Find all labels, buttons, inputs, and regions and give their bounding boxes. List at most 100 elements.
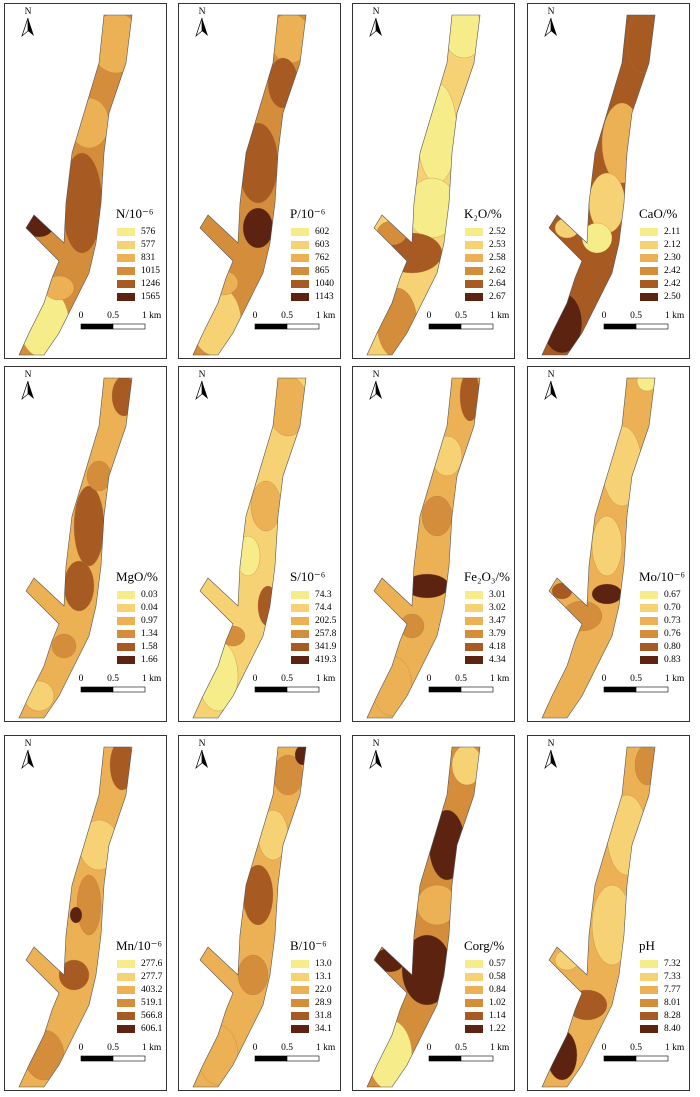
legend-swatch xyxy=(640,999,658,1007)
legend-title: MgO/% xyxy=(116,569,158,584)
contour-patch xyxy=(51,633,77,659)
map-panel: N CaO/% 2.11 2.12 2.30 2.42 2.42 2.50 0 0.5 1 km xyxy=(527,3,690,359)
map-panel: N Fe₂O₃/% 3.01 3.02 3.47 3.79 4.18 4.34 0 0.5 1 km xyxy=(352,366,515,722)
scale-bar xyxy=(460,1055,494,1062)
legend-swatch xyxy=(291,591,309,599)
scale-label: 1 km xyxy=(665,674,685,684)
scale-label: 1 km xyxy=(490,674,510,684)
legend-swatch xyxy=(465,999,483,1007)
contour-patch xyxy=(591,515,623,577)
legend-label: 22.0 xyxy=(315,985,332,995)
legend-label: 1.02 xyxy=(489,998,506,1008)
legend-label: 8.28 xyxy=(664,1011,681,1021)
legend-label: 519.1 xyxy=(141,998,163,1008)
scale-label: 1 km xyxy=(490,1043,510,1053)
legend-label: 2.52 xyxy=(489,227,506,237)
scale-bar xyxy=(428,323,462,330)
legend-title: Mo/10⁻⁶ xyxy=(639,569,685,584)
legend-label: 576 xyxy=(141,227,156,237)
scale-bar xyxy=(254,686,288,693)
scale-label: 0 xyxy=(602,1043,607,1053)
river-map xyxy=(19,378,132,718)
legend-swatch xyxy=(117,241,135,249)
north-arrow xyxy=(369,17,377,38)
legend-label: 865 xyxy=(315,266,330,276)
legend-swatch xyxy=(291,1012,309,1020)
scale-label: 0.5 xyxy=(455,1043,467,1053)
legend-label: 0.04 xyxy=(141,603,158,613)
legend-label: 602 xyxy=(315,227,330,237)
river-outline xyxy=(541,377,656,719)
legend-title: CaO/% xyxy=(639,206,677,221)
north-label: N xyxy=(25,739,32,749)
legend-swatch xyxy=(465,960,483,968)
scale-label: 0.5 xyxy=(281,1043,293,1053)
north-arrow xyxy=(195,17,203,38)
legend-label: 0.84 xyxy=(489,985,506,995)
river-outline xyxy=(541,14,656,356)
legend-label: 3.79 xyxy=(489,629,506,639)
scale-bar xyxy=(112,1055,146,1062)
scale-bar xyxy=(603,1055,637,1062)
legend-label: 2.67 xyxy=(489,292,506,302)
legend-label: 0.67 xyxy=(664,590,681,600)
legend-label: 2.30 xyxy=(664,253,681,263)
legend-label: 762 xyxy=(315,253,330,263)
legend-swatch xyxy=(117,973,135,981)
legend-label: 13.1 xyxy=(315,972,332,982)
river-map xyxy=(542,747,655,1087)
contour-patch xyxy=(63,560,95,612)
legend-swatch xyxy=(640,254,658,262)
legend-label: 1143 xyxy=(315,292,334,302)
scale-bar xyxy=(286,686,320,693)
legend-swatch xyxy=(640,591,658,599)
north-arrow xyxy=(202,381,208,399)
north-arrow xyxy=(369,380,377,401)
north-arrow xyxy=(551,750,557,768)
legend-label: 2.53 xyxy=(489,240,506,250)
scale-label: 1 km xyxy=(316,311,336,321)
legend-swatch xyxy=(640,228,658,236)
north-label: N xyxy=(373,7,380,17)
contour-patch xyxy=(69,906,83,924)
scale-label: 0 xyxy=(79,674,84,684)
legend-title: P/10⁻⁶ xyxy=(290,206,325,221)
map-panel: N B/10⁻⁶ 13.0 13.1 22.0 28.9 31.8 34.1 0 0.5 1 km xyxy=(178,735,341,1091)
north-label: N xyxy=(25,370,32,380)
legend-title: Fe₂O₃/% xyxy=(464,569,510,584)
north-label: N xyxy=(548,7,555,17)
north-arrow xyxy=(202,18,208,36)
legend-label: 1040 xyxy=(315,279,334,289)
legend-swatch xyxy=(465,986,483,994)
north-label: N xyxy=(25,7,32,17)
north-arrow xyxy=(28,18,34,36)
scale-label: 1 km xyxy=(316,674,336,684)
scale-bar xyxy=(603,323,637,330)
river-outline xyxy=(192,14,307,356)
legend-label: 3.02 xyxy=(489,603,506,613)
legend-swatch xyxy=(291,656,309,664)
contour-patch xyxy=(73,485,105,567)
map-panel: N Mn/10⁻⁶ 277.6 277.7 403.2 519.1 566.8 606.1 0 0… xyxy=(4,735,167,1091)
legend-swatch xyxy=(291,960,309,968)
legend-swatch xyxy=(640,241,658,249)
legend-label: 831 xyxy=(141,253,156,263)
north-label: N xyxy=(199,7,206,17)
map-panel: NpH 7.32 7.33 7.77 8.01 8.28 8.40 0 0.5 1 km xyxy=(527,735,690,1091)
legend-title: N/10⁻⁶ xyxy=(116,206,153,221)
legend-swatch xyxy=(291,228,309,236)
north-label: N xyxy=(199,739,206,749)
legend-title: Corg/% xyxy=(464,938,504,953)
legend-swatch xyxy=(465,280,483,288)
legend-label: 3.01 xyxy=(489,590,506,600)
legend-swatch xyxy=(465,617,483,625)
scale-label: 0.5 xyxy=(630,674,642,684)
legend-label: 1.66 xyxy=(141,655,158,665)
legend-label: 13.0 xyxy=(315,959,332,969)
legend-swatch xyxy=(291,617,309,625)
legend-title: S/10⁻⁶ xyxy=(290,569,325,584)
legend-swatch xyxy=(117,293,135,301)
legend-label: 1.22 xyxy=(489,1024,506,1034)
legend-label: 4.18 xyxy=(489,642,506,652)
